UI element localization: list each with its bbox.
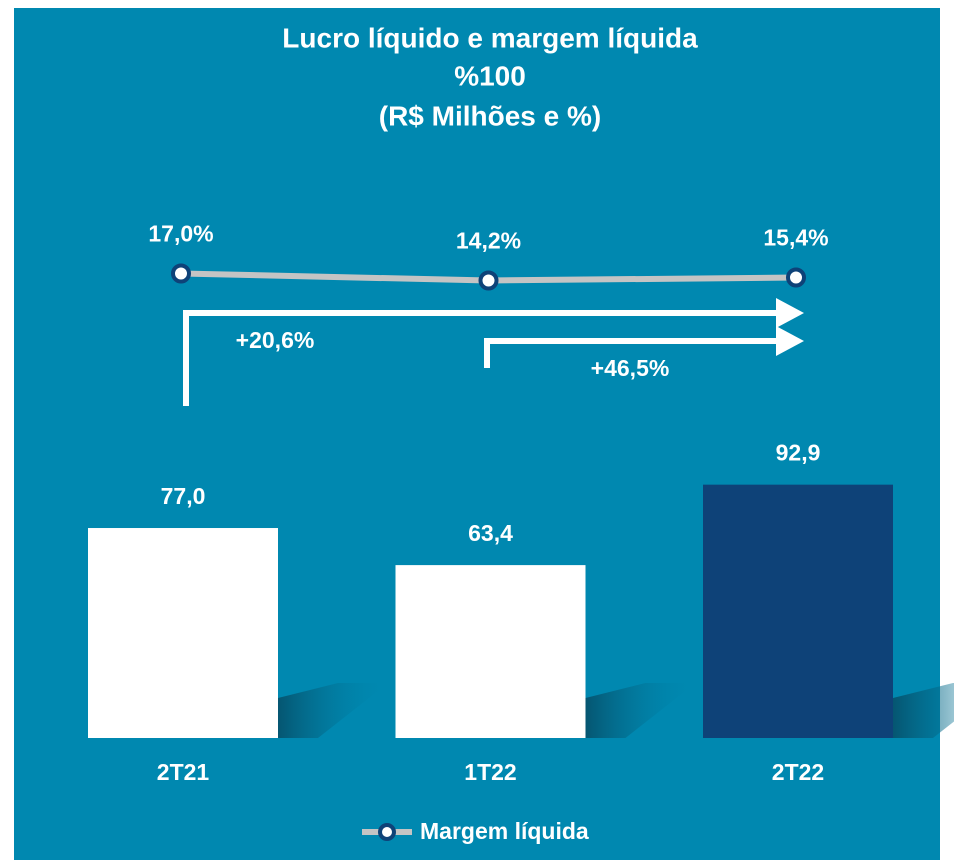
x-tick-label: 2T21 xyxy=(157,759,210,785)
line-value-label: 15,4% xyxy=(763,225,828,251)
annotation: +46,5% xyxy=(591,355,670,381)
bar-value-label: 92,9 xyxy=(776,440,821,466)
bar-shadow xyxy=(585,683,696,738)
legend-marker xyxy=(378,823,396,841)
bar xyxy=(88,528,278,738)
line-value-label: 17,0% xyxy=(148,221,213,247)
annotation: +20,6% xyxy=(236,327,315,353)
chart-subtitle: %100 xyxy=(454,60,526,91)
chart-subtitle: (R$ Milhões e %) xyxy=(379,100,601,131)
x-tick-label: 1T22 xyxy=(464,759,516,785)
growth-arrows xyxy=(183,310,780,406)
bar-value-label: 63,4 xyxy=(468,520,513,546)
bar xyxy=(703,484,893,738)
legend-label: Margem líquida xyxy=(420,818,589,844)
bar-shadow xyxy=(893,683,954,738)
arrow xyxy=(183,310,780,406)
line-marker xyxy=(478,270,499,291)
bar xyxy=(395,565,586,738)
line-marker xyxy=(171,263,191,284)
arrow-head xyxy=(776,298,804,328)
line-marker xyxy=(786,267,806,288)
bar-shadow xyxy=(278,683,388,738)
chart-title: Lucro líquido e margem líquida xyxy=(282,22,698,53)
bar-value-label: 77,0 xyxy=(161,483,206,509)
arrow-head xyxy=(776,326,804,356)
x-tick-label: 2T22 xyxy=(772,759,824,785)
line-value-label: 14,2% xyxy=(456,228,521,254)
arrow xyxy=(484,338,780,368)
